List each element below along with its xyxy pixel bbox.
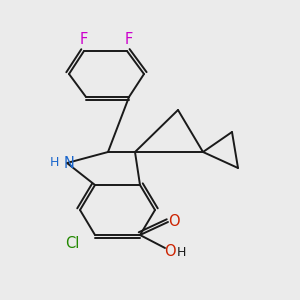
Text: O: O xyxy=(168,214,180,229)
Text: N: N xyxy=(64,155,75,170)
Text: O: O xyxy=(164,244,176,260)
Text: F: F xyxy=(80,32,88,47)
Text: H: H xyxy=(176,245,186,259)
Text: F: F xyxy=(125,32,133,47)
Text: H: H xyxy=(50,155,59,169)
Text: Cl: Cl xyxy=(65,236,79,250)
